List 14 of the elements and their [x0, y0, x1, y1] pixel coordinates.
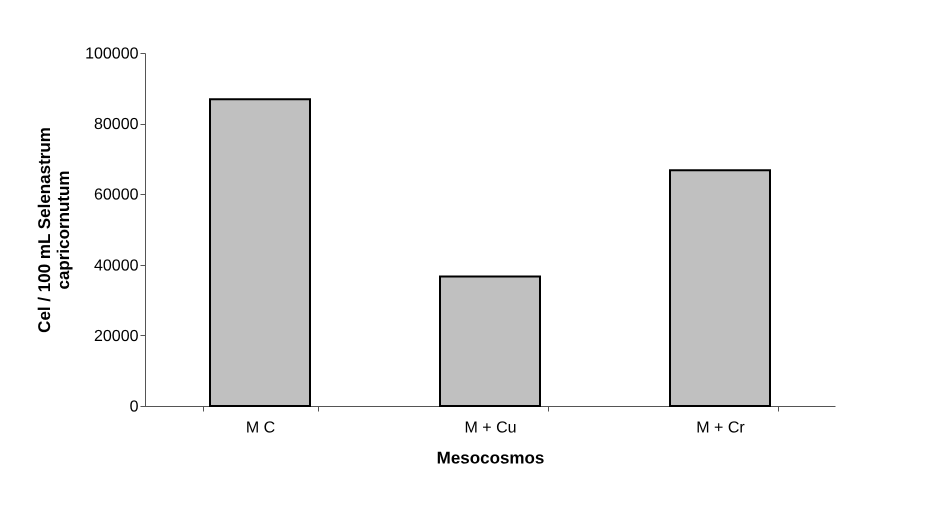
bar: [669, 169, 771, 407]
y-tick-label: 0: [130, 398, 139, 416]
y-axis-title: Cel / 100 mL Selenastrum capricornutum: [35, 127, 74, 333]
y-tick-label: 20000: [94, 328, 139, 345]
x-tick-label: M C: [246, 420, 276, 436]
bar: [209, 98, 311, 407]
y-tick-label: 100000: [85, 46, 139, 62]
y-tick-label: 80000: [94, 116, 139, 134]
y-tick-label: 60000: [94, 186, 139, 204]
bar: [439, 275, 541, 407]
x-axis-title: Mesocosmos: [436, 448, 544, 468]
y-tick-label: 40000: [94, 257, 139, 274]
x-tick-label: M + Cu: [464, 420, 517, 436]
x-tick-label: M + Cr: [696, 420, 746, 436]
